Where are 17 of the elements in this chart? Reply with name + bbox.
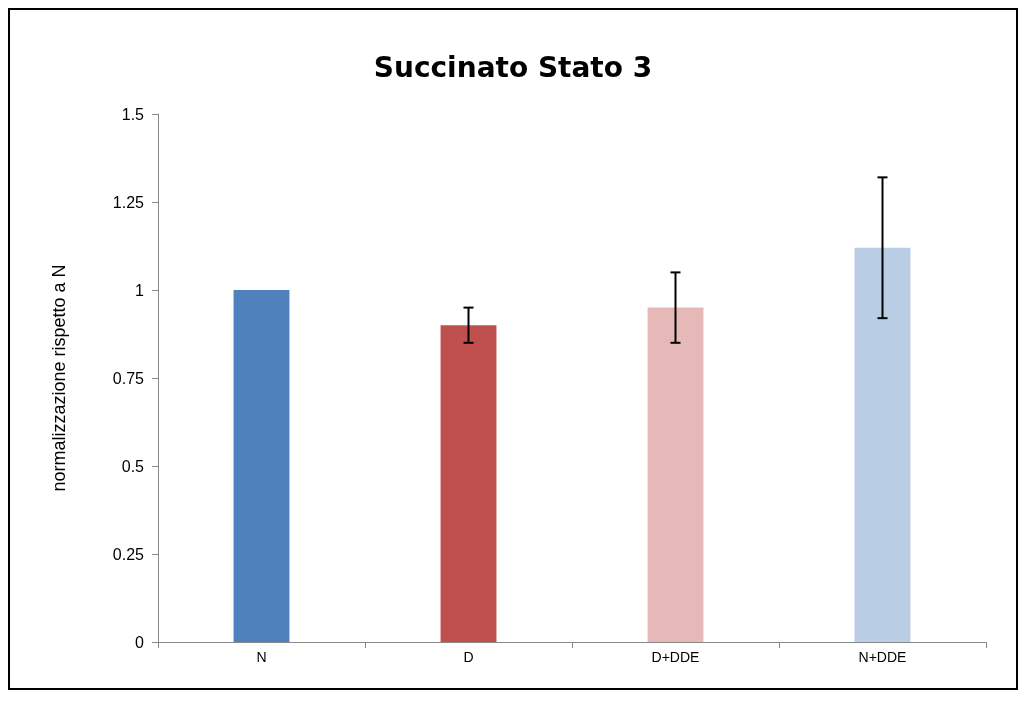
x-tick-label: D+DDE — [651, 649, 700, 665]
bar — [233, 290, 290, 642]
y-tick-label: 1.5 — [121, 105, 145, 123]
x-tick-label: N+DDE — [858, 649, 907, 665]
y-tick-label: 0 — [135, 633, 145, 651]
x-tick-label: N — [256, 649, 267, 665]
bar — [854, 247, 911, 642]
y-tick-label: 0.5 — [121, 457, 145, 475]
y-axis-title: normalizzazione rispetto a N — [49, 264, 69, 492]
y-tick-label: 0.25 — [112, 545, 145, 563]
bar — [440, 325, 497, 642]
x-tick-label: D — [463, 649, 474, 665]
y-tick-label: 0.75 — [112, 369, 145, 387]
y-tick-label: 1.25 — [112, 193, 145, 211]
y-tick-label: 1 — [135, 281, 145, 299]
bar — [647, 307, 704, 642]
chart-title: Succinato Stato 3 — [373, 50, 653, 84]
